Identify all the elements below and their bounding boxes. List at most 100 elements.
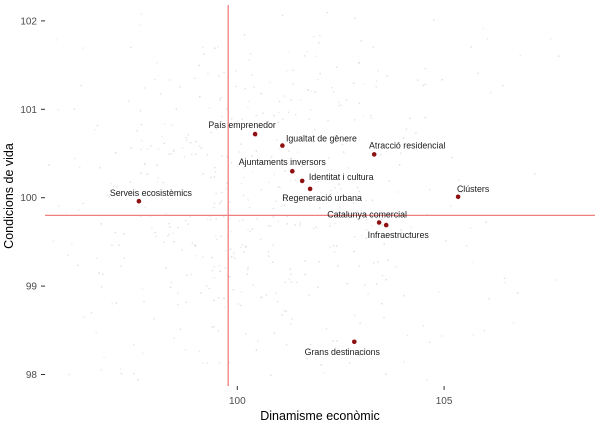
background-point — [208, 107, 211, 109]
point-label: Clústers — [457, 184, 490, 194]
background-point — [286, 223, 288, 225]
background-point — [226, 156, 228, 158]
background-point — [319, 207, 321, 209]
background-point — [292, 83, 294, 85]
background-point — [210, 219, 212, 221]
background-point — [154, 193, 157, 195]
background-point — [550, 37, 552, 40]
background-point — [163, 142, 165, 145]
background-point — [111, 244, 113, 246]
background-point — [181, 147, 184, 149]
background-point — [356, 210, 359, 212]
background-point — [334, 222, 336, 225]
background-point — [187, 223, 190, 225]
background-point — [276, 300, 279, 303]
background-point — [213, 202, 216, 204]
background-point — [278, 100, 281, 103]
background-point — [157, 177, 159, 179]
background-point — [200, 292, 202, 294]
background-point — [370, 114, 372, 117]
background-point — [283, 204, 286, 207]
background-point — [140, 123, 143, 126]
background-point — [332, 245, 335, 247]
y-tick-label: 99 — [26, 282, 38, 293]
background-point — [280, 205, 283, 207]
background-point — [67, 254, 69, 257]
background-point — [143, 300, 145, 303]
background-point — [310, 109, 312, 111]
data-point — [252, 131, 258, 137]
point-label: Ajuntaments inversors — [239, 157, 327, 167]
background-point — [310, 176, 313, 179]
background-point — [416, 79, 419, 81]
background-point — [346, 282, 348, 285]
background-point — [202, 362, 204, 364]
background-point — [96, 124, 99, 127]
background-point — [388, 180, 391, 182]
background-point — [273, 114, 275, 117]
background-point — [195, 255, 197, 257]
background-point — [345, 99, 348, 101]
background-point — [79, 166, 81, 168]
background-point — [219, 202, 221, 205]
background-point — [383, 143, 385, 145]
background-point — [194, 245, 197, 247]
background-point — [409, 117, 411, 120]
background-point — [245, 333, 247, 335]
background-point — [294, 179, 297, 181]
background-point — [365, 218, 368, 220]
background-point — [332, 340, 334, 342]
background-point — [297, 151, 299, 153]
point-label: Regeneració urbana — [282, 193, 362, 203]
background-point — [130, 147, 132, 149]
background-point — [320, 364, 322, 366]
background-point — [252, 284, 254, 286]
background-point — [186, 139, 188, 142]
background-point — [277, 220, 280, 223]
background-point — [218, 265, 221, 267]
background-point — [240, 246, 242, 249]
background-point — [169, 226, 171, 228]
background-point — [279, 186, 281, 189]
background-point — [381, 224, 384, 226]
background-point — [229, 276, 231, 278]
background-point — [165, 267, 167, 269]
background-point — [211, 326, 213, 328]
background-point — [385, 279, 387, 281]
background-point — [198, 350, 201, 352]
background-point — [203, 53, 205, 55]
background-point — [534, 173, 536, 175]
background-point — [438, 291, 440, 293]
background-point — [291, 160, 294, 162]
background-point — [251, 74, 253, 76]
background-point — [241, 118, 243, 120]
background-point — [340, 188, 342, 190]
data-point — [383, 222, 389, 228]
background-point — [405, 129, 407, 131]
background-point — [186, 274, 188, 276]
background-point — [364, 284, 366, 286]
data-point — [136, 198, 142, 204]
background-point — [287, 111, 290, 113]
background-point — [348, 362, 351, 364]
background-point — [362, 115, 364, 118]
background-point — [157, 148, 160, 150]
background-point — [400, 231, 403, 234]
background-point — [231, 118, 233, 120]
background-point — [211, 256, 213, 259]
background-point — [317, 181, 319, 183]
background-point — [269, 225, 271, 227]
background-point — [141, 288, 144, 290]
background-point — [415, 132, 417, 134]
background-point — [361, 234, 363, 237]
background-point — [251, 155, 253, 157]
background-point — [428, 341, 431, 344]
background-point — [183, 156, 186, 158]
background-point — [558, 55, 560, 57]
background-point — [317, 78, 319, 81]
background-point — [290, 273, 292, 275]
background-point — [143, 162, 146, 165]
background-point — [230, 162, 233, 164]
background-point — [278, 111, 280, 114]
